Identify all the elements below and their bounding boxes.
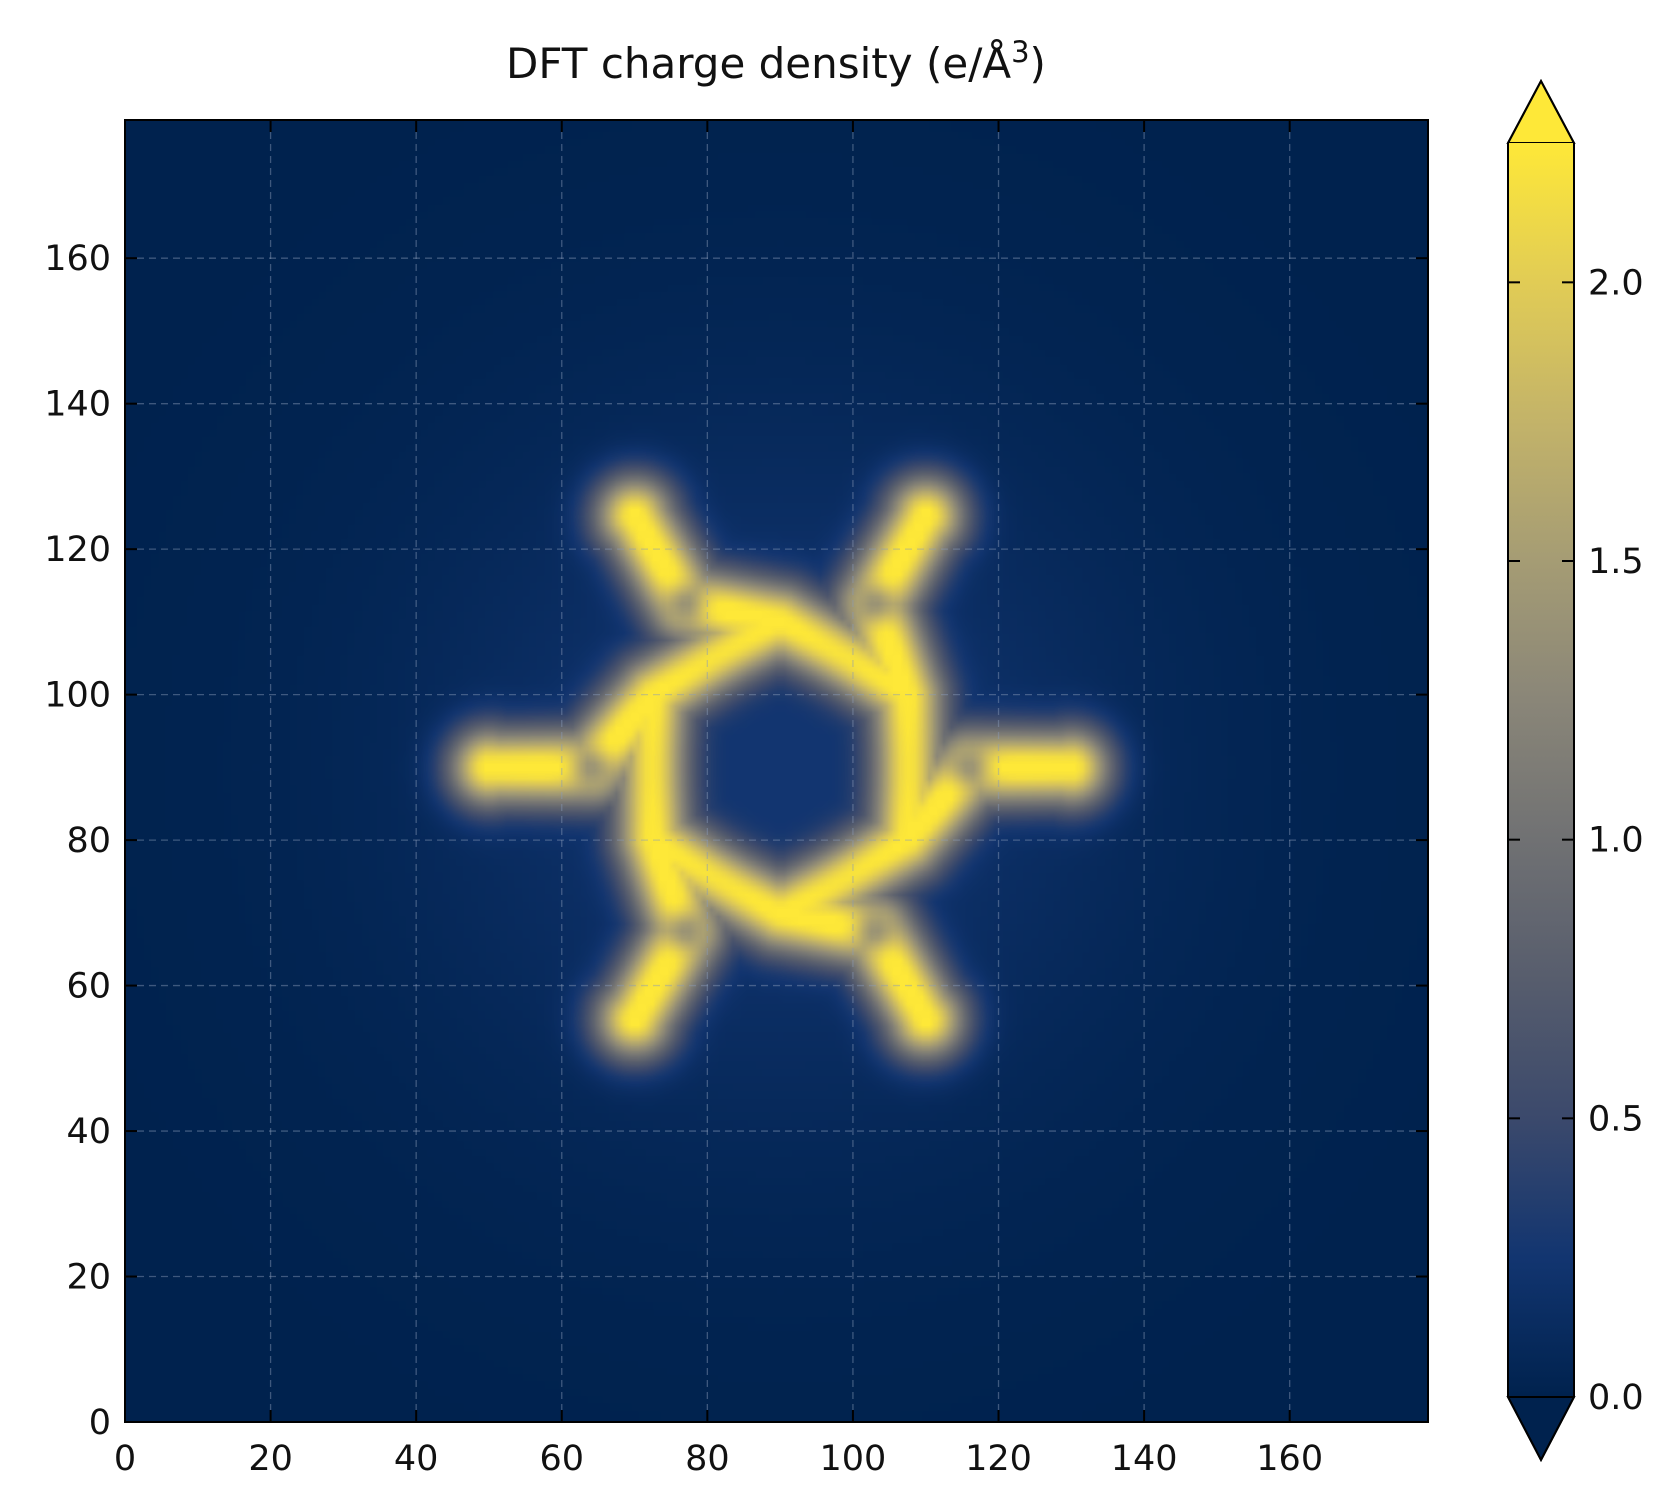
heatmap-image	[125, 120, 1428, 1422]
x-tick-label: 160	[1256, 1439, 1323, 1479]
y-tick-label: 60	[66, 967, 111, 1007]
y-tick-label: 0	[89, 1403, 111, 1443]
grid-lines	[125, 120, 1428, 1422]
colorbar-extend-max	[1506, 78, 1576, 144]
chart-title-superscript: 3	[1011, 35, 1029, 69]
y-tick-label: 140	[44, 385, 111, 425]
y-tick-label: 40	[66, 1112, 111, 1152]
heatmap-canvas	[125, 120, 1428, 1422]
chart-title-suffix: )	[1030, 39, 1046, 88]
plot-area: 0 20 40 60 80 100 120 140 160 0 20 40 60 80 100 120 140 1…	[44, 119, 1429, 1479]
colorbar: 0.0 0.5 1.0 1.5 2.0	[1506, 78, 1644, 1463]
x-tick-label: 60	[539, 1439, 584, 1479]
y-tick-label: 160	[44, 239, 111, 279]
colorbar-tick-label: 1.5	[1588, 542, 1644, 582]
x-tick-label: 120	[965, 1439, 1032, 1479]
colorbar-tick-label: 2.0	[1588, 263, 1644, 303]
x-tick-label: 140	[1111, 1439, 1178, 1479]
colorbar-extend-min	[1506, 1396, 1576, 1463]
y-tick-label: 20	[66, 1258, 111, 1298]
x-tick-label: 20	[248, 1439, 293, 1479]
colorbar-ticks: 0.0 0.5 1.0 1.5 2.0	[1508, 263, 1644, 1418]
x-tick-label: 100	[820, 1439, 887, 1479]
colorbar-tick-label: 1.0	[1588, 821, 1644, 861]
plot-frame	[124, 119, 1429, 1423]
y-tick-label: 100	[44, 676, 111, 716]
x-tick-label: 40	[394, 1439, 439, 1479]
y-tick-label: 120	[44, 530, 111, 570]
colorbar-tick-label: 0.5	[1588, 1099, 1644, 1139]
colorbar-tick-label: 0.0	[1588, 1378, 1644, 1418]
colorbar-gradient	[1508, 143, 1574, 1397]
y-tick-label: 80	[66, 821, 111, 861]
x-tick-label: 80	[685, 1439, 730, 1479]
chart-title: DFT charge density (e/Å3)	[506, 35, 1046, 88]
x-tick-label: 0	[114, 1439, 136, 1479]
axis-ticks: 0 20 40 60 80 100 120 140 160 0 20 40 60 80 100 120 140 1…	[44, 120, 1428, 1479]
